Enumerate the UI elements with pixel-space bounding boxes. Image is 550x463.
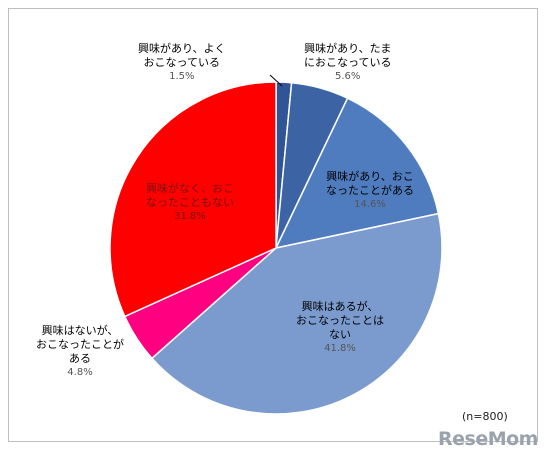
- label-often-text: 興味があり、よく おこなっている: [138, 42, 226, 69]
- label-sometimes-pct: 5.6%: [335, 71, 361, 82]
- label-interested-not-done-pct: 41.8%: [324, 343, 356, 354]
- label-interested-not-done-text: 興味はあるが、 おこなったことは ない: [296, 300, 384, 341]
- label-not-interested-not-done-pct: 31.8%: [174, 211, 206, 222]
- label-done-before: 興味があり、おこ なったことがある 14.6%: [326, 170, 414, 212]
- label-sometimes: 興味があり、たま におこなっている 5.6%: [304, 42, 391, 84]
- label-not-interested-done-pct: 4.8%: [67, 367, 93, 378]
- label-often-pct: 1.5%: [169, 71, 195, 82]
- label-sometimes-text: 興味があり、たま におこなっている: [304, 42, 392, 69]
- slice-interested-not-done: [150, 212, 443, 415]
- label-done-before-text: 興味があり、おこ なったことがある: [326, 170, 414, 197]
- leader-line: [269, 74, 283, 87]
- label-often: 興味があり、よく おこなっている 1.5%: [138, 42, 226, 84]
- label-done-before-pct: 14.6%: [354, 199, 386, 210]
- slice-done-before: [274, 97, 440, 250]
- sample-size-note: (n=800): [462, 410, 508, 423]
- label-not-interested-done: 興味はないが、 おこなったことが ある 4.8%: [36, 324, 124, 380]
- label-interested-not-done: 興味はあるが、 おこなったことは ない 41.8%: [296, 300, 384, 356]
- label-not-interested-not-done-text: 興味がなく、おこ なったこともない: [146, 182, 234, 209]
- resemom-watermark: ReseMom: [438, 428, 538, 450]
- slice-not-interested-not-done: [109, 81, 277, 318]
- label-not-interested-not-done: 興味がなく、おこ なったこともない 31.8%: [146, 182, 234, 224]
- label-not-interested-done-text: 興味はないが、 おこなったことが ある: [36, 324, 124, 365]
